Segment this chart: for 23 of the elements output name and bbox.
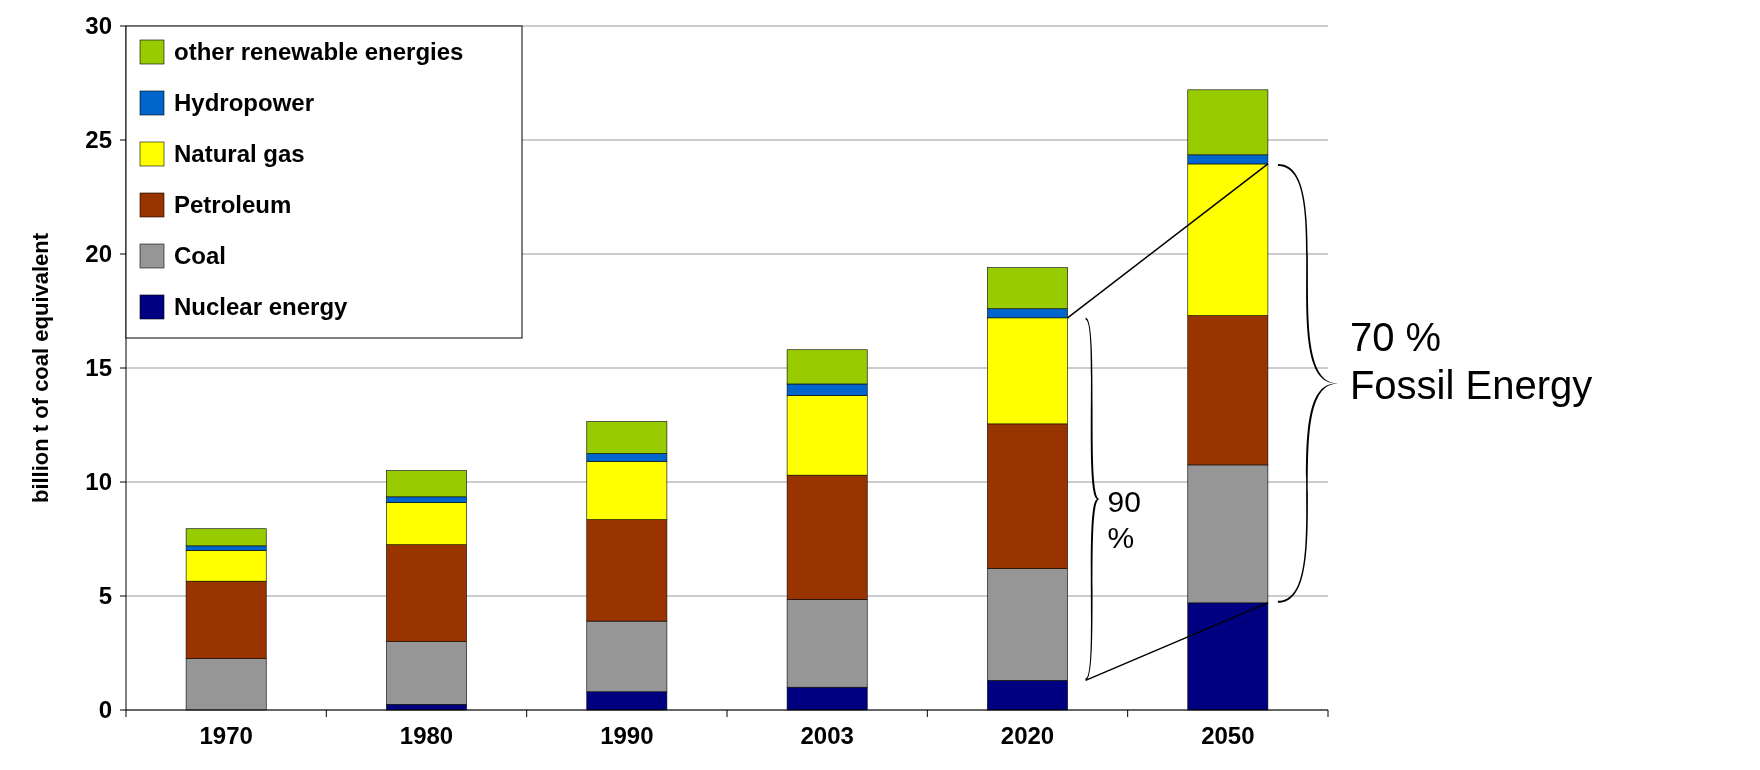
x-tick-label: 2050 [1201,722,1255,749]
text: 70 % Fossil Energy [1349,315,1593,408]
y-tick-label: 15 [85,354,112,382]
y-axis-title: billion t of coal equivalent [28,232,53,504]
y-tick-label: 10 [85,468,112,496]
y-tick-label: 25 [85,126,112,154]
x-tick-label: 2020 [1000,722,1055,749]
legend-label: Nuclear energy [174,293,349,321]
legend-label: Petroleum [174,191,292,219]
y-tick-label: 30 [85,12,112,40]
x-tick-label: 2003 [800,722,854,749]
x-tick-label: 1970 [199,722,253,749]
legend-label: Hydropower [174,89,315,117]
legend-label: Natural gas [174,140,305,168]
bar [185,528,267,547]
y-tick-label: 20 [85,240,112,268]
y-tick-label: 0 [98,696,112,724]
x-tick-label: 1980 [399,722,454,749]
y-tick-label: 5 [98,582,112,610]
annotation: 90 % [1107,484,1141,554]
legend-label: other renewable energies [174,38,464,66]
legend-label: Coal [174,242,227,270]
x-tick-label: 1990 [600,722,654,749]
